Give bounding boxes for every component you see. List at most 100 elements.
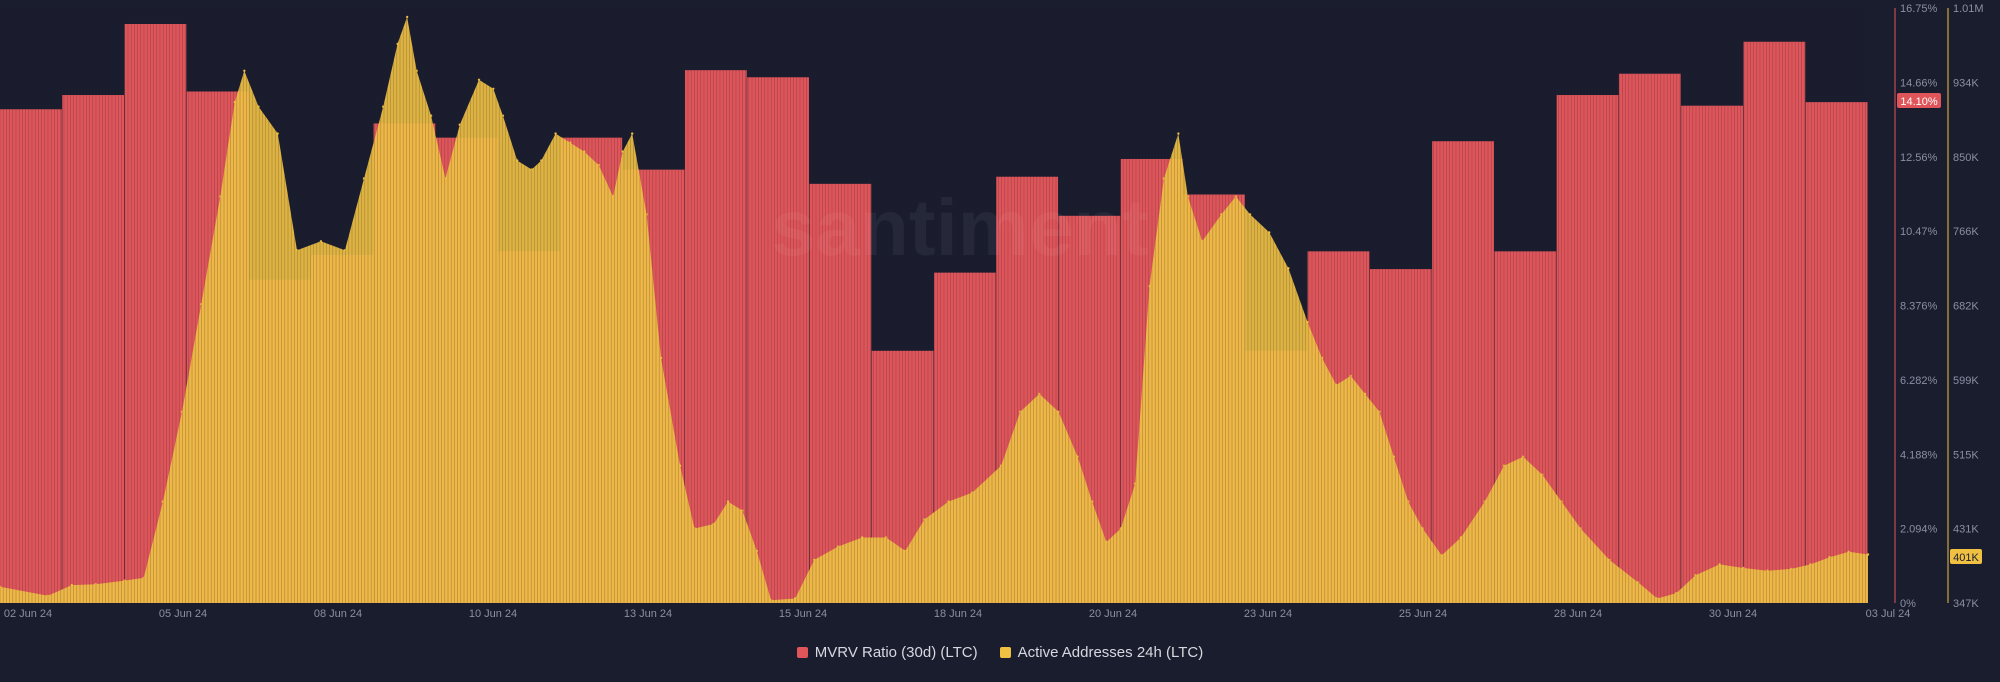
active-addresses-point [693,527,696,530]
active-addresses-point [319,240,323,243]
active-addresses-swatch [999,646,1011,658]
x-tick-label: 08 Jun 24 [314,608,362,620]
chart-legend: MVRV Ratio (30d) (LTC) Active Addresses … [0,640,2000,664]
active-addresses-point [1090,500,1094,503]
active-current-badge: 401K [1953,552,1979,564]
active-addresses-point [1459,536,1463,539]
active-addresses-point [295,249,299,252]
x-tick-label: 02 Jun 24 [4,608,52,620]
active-addresses-point [1483,500,1487,503]
x-tick-label: 18 Jun 24 [934,608,982,620]
active-addresses-point [233,101,236,104]
y-tick-label-left: 2.094% [1900,524,1938,536]
active-addresses-point [429,114,433,117]
mvrv-bar [747,77,809,603]
active-addresses-point [1201,240,1204,243]
active-addresses-point [1306,320,1309,324]
active-addresses-point [621,150,624,153]
legend-item-active-addresses[interactable]: Active Addresses 24h (LTC) [999,644,1203,661]
active-addresses-point [1287,267,1290,270]
x-tick-label: 05 Jun 24 [159,608,207,620]
x-axis: 02 Jun 24 05 Jun 24 08 Jun 24 10 Jun 24 13 J… [4,608,1910,620]
legend-item-mvrv[interactable]: MVRV Ratio (30d) (LTC) [796,643,978,661]
x-tick-label: 20 Jun 24 [1089,608,1137,620]
y-tick-label-left: 14.66% [1900,77,1938,89]
active-addresses-point [611,195,615,198]
active-addresses-point [1790,567,1793,571]
active-addresses-point [1220,213,1223,216]
mvrv-bar [1618,73,1681,604]
active-addresses-point [1809,563,1812,566]
active-addresses-point [755,549,758,553]
active-addresses-point [415,69,418,73]
active-addresses-point [813,558,816,562]
active-addresses-point [492,87,495,91]
y-tick-label-right: 934K [1953,77,1979,89]
active-addresses-point [180,410,184,413]
active-addresses-point [530,168,533,171]
active-addresses-point [362,177,366,180]
y-tick-label-right: 850K [1953,152,1979,164]
active-addresses-point [1656,597,1659,600]
active-addresses-point [1541,473,1544,476]
active-addresses-point [1521,455,1525,458]
active-addresses-point [1742,566,1745,570]
active-addresses-point [712,522,715,526]
active-addresses-point [793,597,797,600]
y-tick-label-right: 1.01M [1953,3,1984,15]
active-addresses-point [1076,455,1079,458]
active-addresses-point [1177,132,1180,135]
active-addresses-point [947,500,950,503]
active-addresses-point [1363,392,1367,396]
active-addresses-point [583,150,586,153]
active-addresses-point [46,594,50,597]
active-addresses-point [161,500,165,503]
x-tick-label: 25 Jun 24 [1399,608,1447,620]
y-tick-label-left: 8.376% [1900,301,1938,313]
active-addresses-point [1694,574,1697,577]
mvrv-bar [0,109,62,604]
active-addresses-point [1560,500,1563,503]
plot-area [0,8,1870,604]
active-addresses-point [568,141,572,144]
active-addresses-point [1378,410,1381,413]
active-addresses-point [1579,527,1582,530]
right-axes: 0% 347K 2.094% 431K 4.188% 515K 6.282% 599K 8.37… [1894,3,1984,610]
active-addresses-point [70,583,74,587]
mvrv-swatch [796,646,808,658]
active-addresses-point [540,159,543,162]
active-addresses-point [1766,569,1769,572]
active-addresses-point [1320,356,1324,360]
active-addresses-point [1392,455,1396,458]
active-addresses-point [1119,527,1123,530]
y-tick-label-right: 347K [1953,598,1979,610]
active-addresses-point [257,105,260,108]
active-addresses-point [923,518,926,521]
active-addresses-point [1636,581,1640,584]
watermark-logo: santiment [771,183,1149,272]
active-addresses-point [200,303,203,306]
active-addresses-point [1162,177,1166,180]
active-addresses-point [659,356,663,360]
active-addresses-point [243,69,246,73]
value-badges: 14.10% 401K [1897,93,1982,564]
y-tick-label-left: 16.75% [1900,3,1938,15]
active-addresses-point [1105,540,1108,544]
active-addresses-point [382,105,385,108]
active-addresses-point [597,163,600,167]
active-addresses-point [1828,556,1831,559]
active-addresses-point [645,213,648,216]
active-addresses-point [444,177,447,180]
active-addresses-point [477,78,481,82]
mvrv-bar [1743,41,1806,603]
active-addresses-point [219,195,222,198]
active-addresses-point [458,123,461,126]
y-tick-label-right: 682K [1953,301,1979,313]
legend-label-mvrv: MVRV Ratio (30d) (LTC) [814,643,978,661]
active-addresses-point [678,464,682,467]
active-addresses-point [94,583,98,586]
active-addresses-point [501,114,505,117]
active-addresses-point [1407,500,1410,503]
